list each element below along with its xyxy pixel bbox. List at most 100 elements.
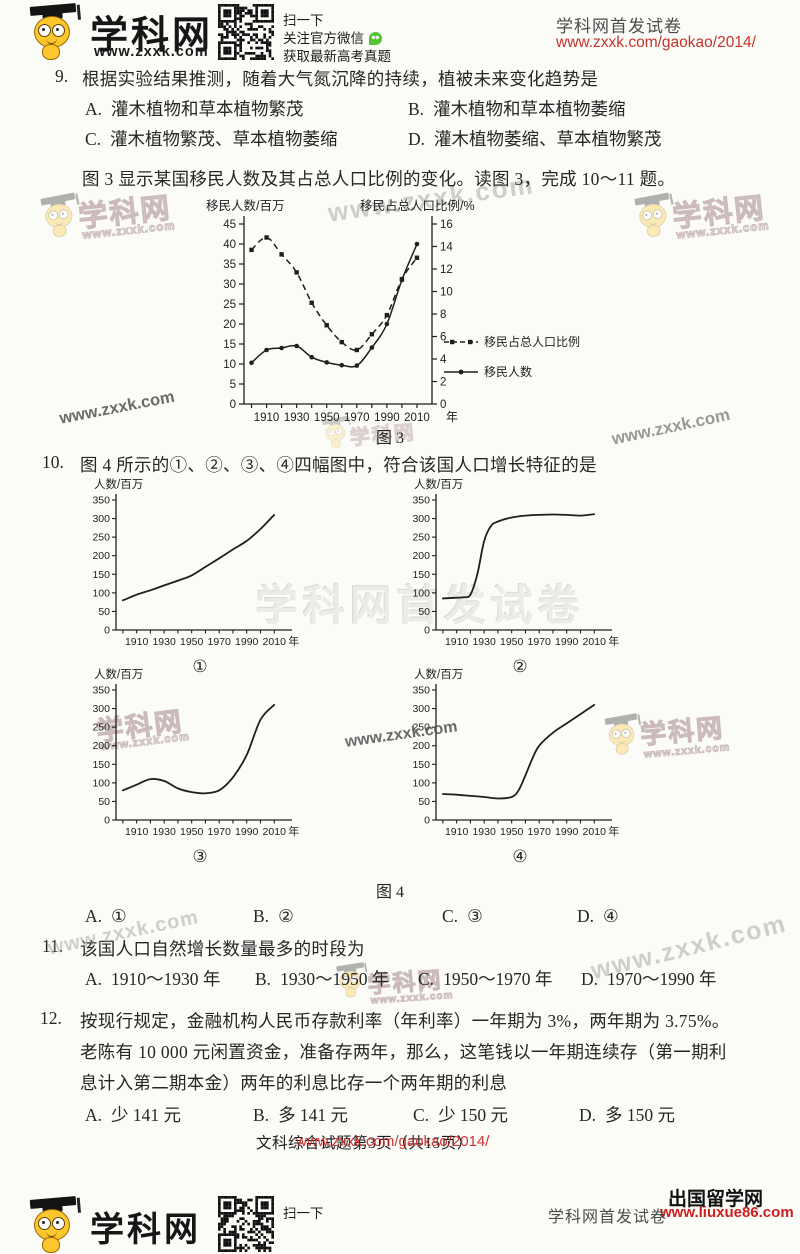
- svg-text:2010: 2010: [583, 636, 607, 648]
- svg-text:1990: 1990: [555, 826, 579, 838]
- svg-text:1910: 1910: [125, 826, 149, 838]
- option-text: ②: [278, 906, 294, 926]
- watermark-brand-text: 学科网: [77, 192, 174, 235]
- q9-stem: 根据实验结果推测，随着大气氮沉降的持续，植被未来变化趋势是: [82, 69, 599, 89]
- q9-option-b: B. 灌木植物和草本植物萎缩: [408, 96, 626, 121]
- option-text: ①: [111, 906, 127, 926]
- option-label: A.: [85, 1105, 103, 1125]
- mascot-eye: [58, 208, 69, 220]
- option-label: D.: [408, 129, 426, 149]
- liuxue-site-name: 出国留学网: [668, 1189, 764, 1210]
- option-text: 1950～1970 年: [443, 969, 553, 989]
- fig3-chart: 0 5 10 15 20 25 30 35 40 45 0 2 4 6 8 10 12 14 16 1910 1930 1…: [180, 196, 640, 441]
- option-label: C.: [413, 1105, 430, 1125]
- svg-text:1970: 1970: [208, 826, 232, 838]
- fig4-chart-1: 0 50 100 150 200 250 300 350 1910 1930 1950 1970 199…: [80, 476, 390, 677]
- svg-text:1990: 1990: [374, 412, 400, 424]
- q12-number: 12.: [40, 1008, 62, 1028]
- svg-text:1950: 1950: [500, 826, 524, 838]
- fig4-caption: 图 4: [375, 884, 404, 901]
- svg-text:人数/百万: 人数/百万: [414, 667, 463, 681]
- mascot-body: [42, 44, 60, 60]
- q10-option-c: C. ③: [442, 906, 483, 927]
- svg-text:250: 250: [92, 532, 110, 544]
- option-label: D.: [581, 969, 599, 989]
- mascot-eye: [47, 210, 59, 221]
- brand-logo-url: www.zxxk.com: [94, 44, 209, 60]
- svg-text:250: 250: [412, 532, 430, 544]
- mascot-eye: [38, 1217, 51, 1230]
- option-label: C.: [85, 129, 102, 149]
- svg-text:30: 30: [223, 279, 236, 291]
- mascot-eye: [652, 208, 663, 220]
- svg-text:2010: 2010: [404, 412, 430, 424]
- svg-text:25: 25: [223, 299, 236, 311]
- svg-text:300: 300: [92, 513, 110, 525]
- q12-option-a: A. 少 141 元: [85, 1102, 181, 1127]
- svg-text:100: 100: [412, 777, 430, 789]
- qr-code-bottom: [218, 1196, 274, 1252]
- svg-text:1910: 1910: [445, 636, 469, 648]
- svg-text:2010: 2010: [263, 826, 287, 838]
- svg-text:1950: 1950: [180, 636, 204, 648]
- svg-text:1990: 1990: [235, 636, 259, 648]
- svg-text:200: 200: [92, 550, 110, 562]
- option-label: B.: [253, 1105, 270, 1125]
- q9-option-a: A. 灌木植物和草本植物繁茂: [85, 96, 304, 121]
- q9-option-d: D. 灌木植物萎缩、草本植物繁茂: [408, 126, 662, 151]
- watermark-url-text: www.zxxk.com: [370, 989, 454, 1007]
- watermark-url-text: www.zxxk.com: [81, 220, 177, 243]
- brand-logo-text: 学科网: [90, 15, 214, 57]
- fig4-plot-1: 0 50 100 150 200 250 300 350 1910 1930 1950 1970 199…: [92, 477, 299, 648]
- q12-stem-line1: 按现行规定，金融机构人民币存款利率（年利率）一年期为 3%，两年期为 3.75%…: [80, 1011, 730, 1031]
- fig3-plot: 0 5 10 15 20 25 30 35 40 45 0 2 4 6 8 10 12 14 16 1910 1930 1…: [206, 198, 580, 424]
- svg-text:人数/百万: 人数/百万: [414, 477, 463, 491]
- mascot-icon-watermark: [634, 192, 676, 239]
- mascot-eye: [641, 210, 653, 221]
- q10-stem: 图 4 所示的①、②、③、④四幅图中，符合该国人口增长特征的是: [80, 455, 597, 475]
- footer-overlay-url: www.zxxk.com/gaokao/2014/: [296, 1133, 490, 1150]
- fig4-caption-4: ④: [512, 847, 528, 866]
- svg-text:200: 200: [412, 740, 430, 752]
- svg-text:1910: 1910: [125, 636, 149, 648]
- svg-text:150: 150: [412, 759, 430, 771]
- option-text: ③: [467, 906, 483, 926]
- svg-text:14: 14: [440, 242, 453, 254]
- svg-text:1950: 1950: [500, 636, 524, 648]
- svg-text:0: 0: [104, 625, 110, 637]
- svg-text:15: 15: [223, 339, 236, 351]
- mascot-mouth: [648, 219, 658, 226]
- svg-text:2010: 2010: [583, 826, 607, 838]
- svg-text:人数/百万: 人数/百万: [94, 477, 143, 491]
- svg-text:12: 12: [440, 264, 453, 276]
- option-text: 少 150 元: [438, 1105, 509, 1125]
- svg-text:300: 300: [92, 703, 110, 715]
- option-text: 灌木植物和草本植物繁茂: [111, 99, 304, 119]
- mascot-face: [34, 16, 70, 48]
- svg-text:250: 250: [92, 722, 110, 734]
- fig3-intro: 图 3 显示某国移民人数及其占总人口比例的变化。读图 3，完成 10～11 题。: [82, 169, 676, 189]
- option-label: B.: [255, 969, 272, 989]
- q9-option-c: C. 灌木植物繁茂、草本植物萎缩: [85, 126, 338, 151]
- svg-text:40: 40: [223, 239, 236, 251]
- qr-caption-1: 扫一下: [283, 13, 324, 28]
- svg-text:100: 100: [92, 777, 110, 789]
- fig4-chart-3: 0 50 100 150 200 250 300 350 1910 1930 1950 1970 199…: [80, 666, 390, 867]
- fig4-chart-4: 0 50 100 150 200 250 300 350 1910 1930 1950 1970 199…: [400, 666, 710, 867]
- q12-option-c: C. 少 150 元: [413, 1102, 508, 1127]
- option-text: 1910～1930 年: [111, 969, 221, 989]
- svg-text:1910: 1910: [445, 826, 469, 838]
- mascot-cap: [29, 3, 77, 16]
- qr-code: [218, 4, 274, 60]
- svg-text:年: 年: [288, 634, 299, 648]
- svg-text:150: 150: [412, 569, 430, 581]
- q11-option-b: B. 1930～1950 年: [255, 966, 389, 991]
- mascot-eye: [38, 24, 51, 37]
- header: 学科网 www.zxxk.com 扫一下 关注官方微信 获取最新高考真题 学科网…: [0, 0, 800, 64]
- q9-number: 9.: [55, 66, 69, 86]
- svg-text:16: 16: [440, 219, 453, 231]
- q12-stem-line3: 息计入第二期本金）两年的利息比存一个两年期的利息: [80, 1073, 508, 1093]
- option-label: A.: [85, 969, 103, 989]
- svg-text:350: 350: [412, 685, 430, 697]
- fig4-plot-2: 0 50 100 150 200 250 300 350 1910 1930 1950 1970 199…: [412, 477, 619, 648]
